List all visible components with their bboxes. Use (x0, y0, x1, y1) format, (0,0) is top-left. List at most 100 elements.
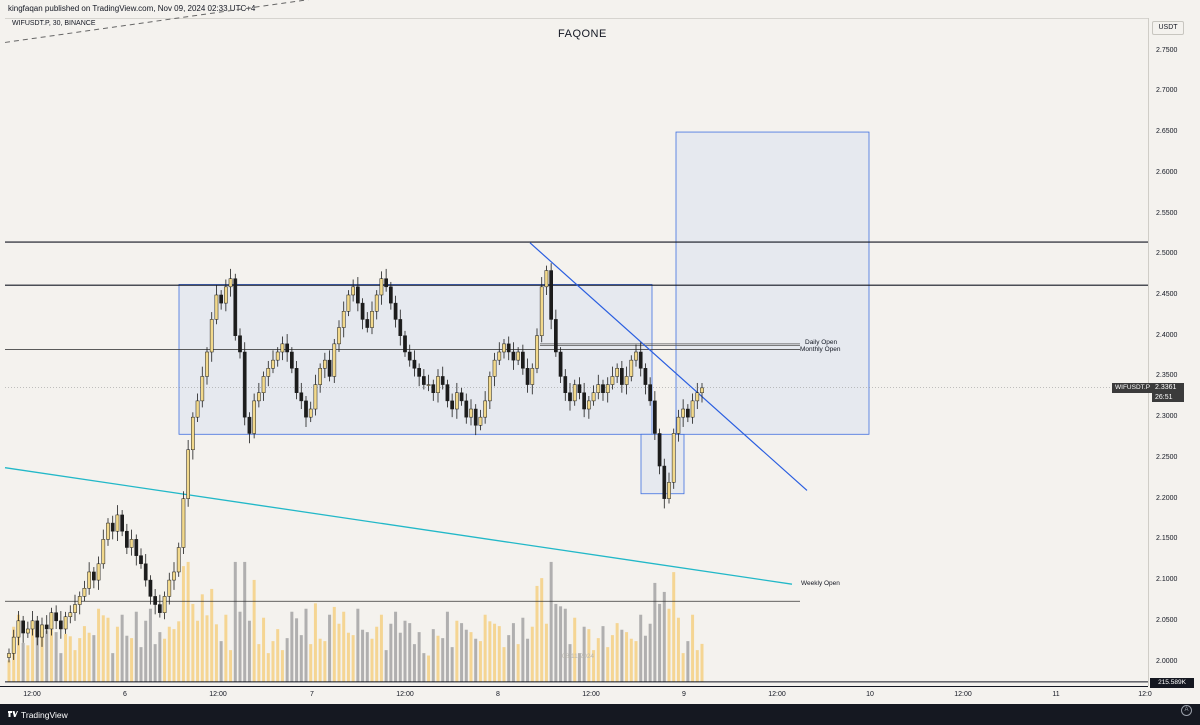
auto-scale-button[interactable]: A (1181, 705, 1192, 716)
bull-candle (695, 392, 700, 402)
bear-candle (601, 384, 605, 393)
bull-candle (115, 514, 120, 532)
bear-candle (653, 400, 657, 434)
volume-bar (177, 621, 181, 682)
volume-bar (21, 642, 25, 682)
bull-candle (596, 384, 601, 393)
time-tick-label: 12:00 (396, 691, 414, 698)
price-tick-label: 2.4000 (1156, 331, 1178, 339)
price-tick-label: 2.5000 (1156, 250, 1178, 258)
bull-candle (82, 587, 87, 597)
price-tick-label: 2.7000 (1156, 87, 1178, 95)
volume-bar (205, 615, 209, 682)
volume-bar (497, 626, 501, 682)
volume-bar (323, 641, 327, 682)
volume-bar (691, 614, 695, 682)
bull-candle (266, 368, 271, 377)
volume-bar (577, 653, 581, 682)
volume-bar (530, 626, 534, 682)
volume-bar (125, 635, 129, 682)
bull-candle (101, 539, 106, 565)
volume-bar (643, 635, 647, 682)
bear-candle (407, 351, 412, 361)
bull-candle (676, 416, 681, 434)
price-scale[interactable] (1148, 18, 1200, 686)
bear-candle (356, 286, 360, 304)
bull-candle (224, 286, 228, 304)
volume-bar (639, 614, 643, 682)
dashed-trendline (4, 0, 310, 43)
bear-candle (403, 335, 407, 353)
volume-bar (295, 618, 299, 682)
symbol-info[interactable]: WIFUSDT.P, 30, BINANCE (12, 20, 96, 27)
bear-candle (412, 359, 417, 369)
bull-candle (478, 416, 483, 426)
time-tick-label: 12:00 (768, 691, 786, 698)
support-trendline (4, 467, 793, 585)
bear-candle (299, 392, 304, 402)
bear-candle (148, 579, 153, 597)
volume-bar (224, 614, 228, 682)
daily-open-label: Daily Open (805, 339, 838, 346)
volume-bar (502, 647, 506, 682)
bull-candle (535, 335, 539, 369)
tradingview-brand[interactable]: TradingView (21, 710, 68, 720)
bear-candle (582, 392, 586, 410)
range-box (178, 283, 653, 435)
bear-candle (389, 286, 393, 304)
volume-bar (370, 638, 374, 682)
bull-candle (195, 400, 200, 418)
price-tick-label: 2.6000 (1156, 168, 1178, 176)
bar-countdown: 26:51 (1155, 393, 1173, 401)
volume-bar (26, 645, 30, 682)
tradingview-logo-icon[interactable] (8, 711, 18, 719)
volume-bar (455, 620, 459, 682)
volume-bar (54, 632, 58, 682)
bear-candle (648, 384, 652, 402)
bull-candle (615, 368, 619, 377)
bear-candle (393, 302, 398, 320)
volume-bar (469, 632, 473, 682)
volume-bar (196, 620, 200, 682)
bull-candle (337, 327, 341, 345)
bull-candle (379, 278, 384, 296)
bear-candle (59, 620, 63, 630)
volume-bar (186, 561, 190, 682)
price-tick-label: 2.2000 (1156, 494, 1178, 502)
volume-bar (271, 641, 275, 682)
volume-bar (144, 620, 148, 682)
bull-candle (252, 400, 256, 434)
bear-candle (511, 351, 516, 361)
bull-candle (26, 628, 30, 634)
bear-candle (134, 539, 139, 556)
bear-candle (506, 343, 511, 353)
publisher-header: kingfaqan published on TradingView.com, … (0, 0, 1200, 18)
volume-bar (686, 641, 690, 682)
volume-bar (653, 582, 657, 682)
bull-candle (129, 539, 134, 548)
bull-candle (87, 571, 91, 589)
volume-bar (483, 614, 487, 682)
time-scale[interactable] (0, 686, 1148, 704)
bear-candle (125, 530, 129, 548)
bear-candle (304, 400, 308, 418)
bull-candle (634, 351, 638, 361)
bull-candle (68, 612, 73, 618)
volume-bar (596, 638, 600, 682)
volume-bar (153, 644, 157, 682)
volume-bar (16, 614, 20, 682)
bull-candle (271, 359, 275, 369)
bull-candle (228, 278, 233, 288)
time-tick-label: 12:00 (209, 691, 227, 698)
volume-bar (299, 635, 303, 682)
bear-candle (657, 433, 662, 467)
volume-bar (606, 647, 610, 682)
volume-bar (313, 603, 317, 682)
publisher-text: kingfaqan published on TradingView.com, … (8, 4, 256, 13)
time-tick-label: 12:0 (1138, 691, 1152, 698)
volume-bar (35, 632, 39, 682)
bear-candle (686, 408, 690, 418)
currency-label[interactable]: USDT (1152, 21, 1184, 35)
last-price-box: 2.3361 26:51 (1152, 383, 1184, 402)
